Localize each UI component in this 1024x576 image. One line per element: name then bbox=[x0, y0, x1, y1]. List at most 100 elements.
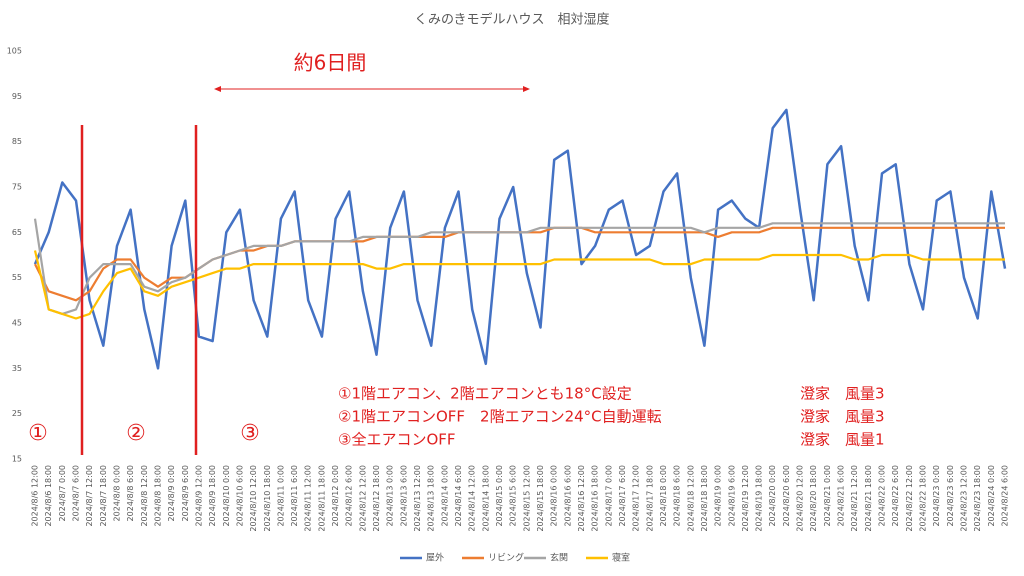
x-tick-label: 2024/8/16 12:00 bbox=[577, 465, 586, 532]
chart-title: くみのきモデルハウス 相対湿度 bbox=[414, 12, 609, 28]
phase-label: ① bbox=[28, 421, 48, 446]
y-tick-label: 25 bbox=[12, 409, 22, 418]
x-tick-label: 2024/8/23 18:00 bbox=[973, 465, 982, 532]
y-tick-label: 75 bbox=[12, 183, 22, 192]
x-tick-label: 2024/8/17 6:00 bbox=[618, 465, 627, 527]
x-tick-label: 2024/8/6 18:00 bbox=[44, 465, 53, 527]
x-tick-label: 2024/8/17 12:00 bbox=[632, 465, 641, 532]
series-line bbox=[33, 108, 1007, 370]
x-tick-label: 2024/8/18 0:00 bbox=[659, 465, 668, 527]
x-tick-label: 2024/8/10 0:00 bbox=[222, 465, 231, 527]
x-tick-label: 2024/8/19 0:00 bbox=[714, 465, 723, 527]
x-tick-label: 2024/8/8 6:00 bbox=[126, 465, 135, 521]
plot-area: 15 25 35 45 55 65 75 85 95 105 2024/8/6 12:00 2024/… bbox=[7, 47, 1010, 532]
x-tick-label: 2024/8/20 12:00 bbox=[796, 465, 805, 532]
legend: 屋外 リビング 玄関 寝室 bbox=[400, 552, 630, 564]
x-tick-label: 2024/8/11 18:00 bbox=[317, 465, 326, 532]
x-tick-label: 2024/8/8 0:00 bbox=[112, 465, 121, 521]
x-tick-label: 2024/8/17 0:00 bbox=[604, 465, 613, 527]
x-tick-label: 2024/8/21 18:00 bbox=[864, 465, 873, 532]
period-arrow bbox=[214, 86, 530, 92]
legend-label: 寝室 bbox=[612, 552, 630, 564]
phase-label: ③ bbox=[240, 421, 260, 446]
note: ②1階エアコンOFF 2階エアコン24°C自動運転 bbox=[338, 408, 662, 426]
y-tick-label: 105 bbox=[7, 47, 22, 56]
y-tick-label: 55 bbox=[12, 273, 22, 282]
x-tick-label: 2024/8/9 18:00 bbox=[208, 465, 217, 527]
x-tick-label: 2024/8/15 0:00 bbox=[495, 465, 504, 527]
x-tick-label: 2024/8/14 12:00 bbox=[468, 465, 477, 532]
x-tick-label: 2024/8/22 6:00 bbox=[891, 465, 900, 527]
x-tick-label: 2024/8/10 12:00 bbox=[249, 465, 258, 532]
x-tick-label: 2024/8/11 12:00 bbox=[304, 465, 313, 532]
x-tick-label: 2024/8/13 0:00 bbox=[386, 465, 395, 527]
x-tick-label: 2024/8/23 12:00 bbox=[960, 465, 969, 532]
legend-label: 玄関 bbox=[550, 552, 568, 564]
x-tick-label: 2024/8/22 18:00 bbox=[919, 465, 928, 532]
x-tick-label: 2024/8/12 0:00 bbox=[331, 465, 340, 527]
x-tick-label: 2024/8/22 0:00 bbox=[878, 465, 887, 527]
x-tick-label: 2024/8/18 12:00 bbox=[686, 465, 695, 532]
x-tick-label: 2024/8/12 12:00 bbox=[358, 465, 367, 532]
x-tick-label: 2024/8/11 0:00 bbox=[276, 465, 285, 527]
x-tick-label: 2024/8/8 12:00 bbox=[140, 465, 149, 527]
x-tick-label: 2024/8/13 6:00 bbox=[399, 465, 408, 527]
x-tick-label: 2024/8/7 12:00 bbox=[85, 465, 94, 527]
y-tick-label: 35 bbox=[12, 364, 22, 373]
note: 澄家 風量1 bbox=[800, 431, 885, 449]
x-tick-label: 2024/8/20 18:00 bbox=[809, 465, 818, 532]
x-tick-label: 2024/8/7 18:00 bbox=[99, 465, 108, 527]
x-tick-label: 2024/8/13 12:00 bbox=[413, 465, 422, 532]
y-tick-label: 65 bbox=[12, 228, 22, 237]
x-tick-label: 2024/8/20 6:00 bbox=[782, 465, 791, 527]
x-tick-label: 2024/8/7 6:00 bbox=[71, 465, 80, 521]
x-tick-label: 2024/8/6 12:00 bbox=[31, 465, 40, 527]
x-tick-label: 2024/8/19 12:00 bbox=[741, 465, 750, 532]
x-tick-label: 2024/8/12 6:00 bbox=[345, 465, 354, 527]
x-tick-label: 2024/8/13 18:00 bbox=[427, 465, 436, 532]
y-tick-label: 15 bbox=[12, 455, 22, 464]
x-tick-label: 2024/8/11 6:00 bbox=[290, 465, 299, 527]
x-tick-label: 2024/8/7 0:00 bbox=[58, 465, 67, 521]
x-tick-label: 2024/8/18 6:00 bbox=[673, 465, 682, 527]
x-tick-label: 2024/8/21 12:00 bbox=[850, 465, 859, 532]
x-tick-label: 2024/8/24 6:00 bbox=[1001, 465, 1010, 527]
x-tick-label: 2024/8/23 0:00 bbox=[932, 465, 941, 527]
x-tick-label: 2024/8/15 12:00 bbox=[522, 465, 531, 532]
x-tick-label: 2024/8/22 12:00 bbox=[905, 465, 914, 532]
x-tick-label: 2024/8/20 0:00 bbox=[768, 465, 777, 527]
x-tick-label: 2024/8/9 0:00 bbox=[167, 465, 176, 521]
x-tick-label: 2024/8/16 0:00 bbox=[550, 465, 559, 527]
x-tick-label: 2024/8/12 18:00 bbox=[372, 465, 381, 532]
y-tick-label: 45 bbox=[12, 319, 22, 328]
y-tick-label: 95 bbox=[12, 92, 22, 101]
x-tick-label: 2024/8/9 12:00 bbox=[194, 465, 203, 527]
x-tick-label: 2024/8/19 18:00 bbox=[755, 465, 764, 532]
legend-label: リビング bbox=[488, 552, 524, 564]
x-tick-label: 2024/8/18 18:00 bbox=[700, 465, 709, 532]
note: 澄家 風量3 bbox=[800, 385, 885, 403]
x-tick-label: 2024/8/19 6:00 bbox=[727, 465, 736, 527]
legend-label: 屋外 bbox=[426, 552, 444, 564]
note: ③全エアコンOFF bbox=[338, 431, 456, 449]
note: ①1階エアコン、2階エアコンとも18°C設定 bbox=[338, 385, 632, 403]
period-label: 約6日間 bbox=[294, 51, 367, 75]
x-tick-label: 2024/8/9 6:00 bbox=[181, 465, 190, 521]
x-tick-label: 2024/8/8 18:00 bbox=[153, 465, 162, 527]
x-tick-label: 2024/8/10 18:00 bbox=[263, 465, 272, 532]
x-tick-label: 2024/8/15 18:00 bbox=[536, 465, 545, 532]
x-tick-label: 2024/8/23 6:00 bbox=[946, 465, 955, 527]
y-tick-label: 85 bbox=[12, 137, 22, 146]
x-tick-label: 2024/8/21 6:00 bbox=[837, 465, 846, 527]
x-tick-label: 2024/8/17 18:00 bbox=[645, 465, 654, 532]
phase-label: ② bbox=[126, 421, 146, 446]
note: 澄家 風量3 bbox=[800, 408, 885, 426]
x-tick-label: 2024/8/21 0:00 bbox=[823, 465, 832, 527]
x-tick-label: 2024/8/16 18:00 bbox=[591, 465, 600, 532]
x-tick-label: 2024/8/15 6:00 bbox=[509, 465, 518, 527]
x-tick-label: 2024/8/16 6:00 bbox=[563, 465, 572, 527]
x-tick-label: 2024/8/24 0:00 bbox=[987, 465, 996, 527]
x-tick-label: 2024/8/14 6:00 bbox=[454, 465, 463, 527]
x-tick-label: 2024/8/10 6:00 bbox=[235, 465, 244, 527]
